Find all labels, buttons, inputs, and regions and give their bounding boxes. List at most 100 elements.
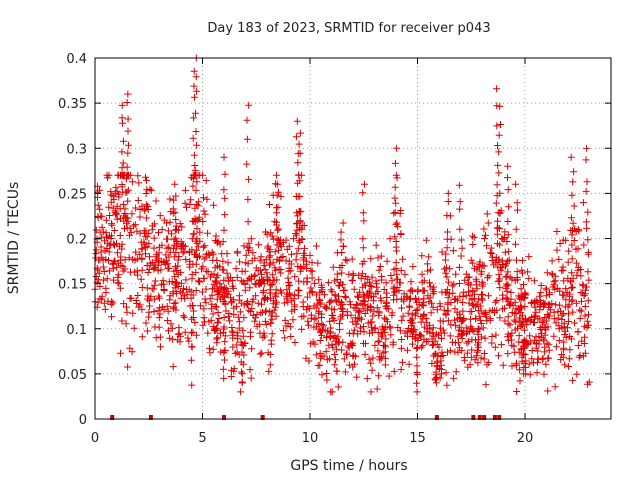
data-point (217, 348, 225, 356)
data-point (574, 342, 582, 349)
data-point (368, 283, 376, 291)
data-point (360, 297, 368, 305)
data-point (522, 316, 529, 324)
data-point (495, 352, 502, 360)
data-point (342, 294, 350, 302)
data-point (323, 370, 331, 377)
data-point (375, 266, 383, 274)
data-point (149, 222, 157, 230)
data-point (520, 326, 528, 334)
data-point (542, 284, 550, 292)
data-point (508, 362, 516, 370)
data-point (187, 288, 195, 296)
data-point (485, 359, 493, 367)
data-point (561, 331, 569, 338)
data-point (269, 300, 277, 308)
data-point (182, 256, 190, 263)
gap-marker (477, 415, 482, 420)
data-point (504, 231, 512, 239)
data-point (540, 370, 548, 378)
data-point (188, 329, 195, 337)
data-point (220, 374, 228, 382)
data-point (499, 235, 507, 243)
data-point (480, 235, 488, 242)
data-point (264, 275, 272, 283)
data-point (541, 343, 549, 351)
data-point (170, 300, 178, 307)
data-point (261, 317, 269, 325)
data-point (419, 342, 427, 350)
data-point (274, 226, 281, 234)
data-point (367, 359, 375, 367)
data-point (224, 290, 232, 298)
data-point (405, 360, 413, 368)
data-point (98, 293, 106, 301)
x-axis-label: GPS time / hours (290, 458, 407, 474)
data-point (327, 297, 335, 305)
data-point (558, 316, 566, 323)
data-point (451, 296, 459, 303)
data-point (318, 371, 326, 379)
data-point (504, 218, 512, 225)
data-point (568, 269, 576, 277)
data-point (333, 335, 341, 343)
data-point (325, 279, 333, 287)
data-point (118, 114, 126, 122)
data-point (329, 263, 337, 271)
data-point (482, 381, 490, 389)
data-point (544, 387, 552, 395)
data-point (260, 287, 268, 295)
data-point (543, 339, 551, 347)
data-point (560, 310, 568, 317)
data-point (493, 102, 501, 110)
data-point (124, 90, 132, 98)
data-point (124, 363, 132, 371)
data-point (456, 323, 464, 331)
data-point (220, 226, 228, 234)
data-point (348, 255, 356, 263)
data-point (548, 300, 556, 308)
data-point (172, 216, 180, 224)
data-point (406, 303, 414, 311)
data-point (102, 229, 110, 237)
data-point (525, 275, 533, 283)
data-point (314, 309, 322, 317)
data-point (455, 326, 463, 334)
data-point (496, 241, 504, 249)
data-point (462, 292, 470, 300)
data-point (504, 257, 512, 265)
data-point (201, 242, 209, 250)
data-point (158, 226, 166, 234)
data-point (175, 324, 183, 332)
data-point (503, 280, 511, 288)
data-point (154, 307, 162, 315)
data-point (419, 299, 427, 307)
data-point (117, 349, 124, 357)
data-point (452, 368, 460, 376)
data-point (229, 343, 237, 351)
data-point (151, 277, 159, 285)
data-point (550, 332, 558, 340)
data-point (504, 174, 511, 182)
data-point (443, 264, 450, 272)
data-point (567, 214, 575, 222)
data-point (238, 379, 246, 387)
data-point (315, 276, 323, 284)
data-point (390, 209, 398, 217)
data-point (265, 367, 273, 375)
data-point (426, 294, 434, 302)
data-point (247, 374, 255, 382)
data-point (214, 271, 222, 279)
data-point (277, 287, 285, 295)
data-point (407, 278, 415, 286)
data-point (565, 318, 572, 325)
data-point (485, 272, 493, 280)
data-point (396, 327, 404, 335)
data-point (463, 349, 471, 357)
data-point (513, 268, 521, 276)
data-point (461, 356, 469, 364)
data-point (391, 183, 399, 191)
data-point (106, 212, 114, 219)
data-point (171, 180, 179, 188)
data-point (191, 93, 198, 101)
